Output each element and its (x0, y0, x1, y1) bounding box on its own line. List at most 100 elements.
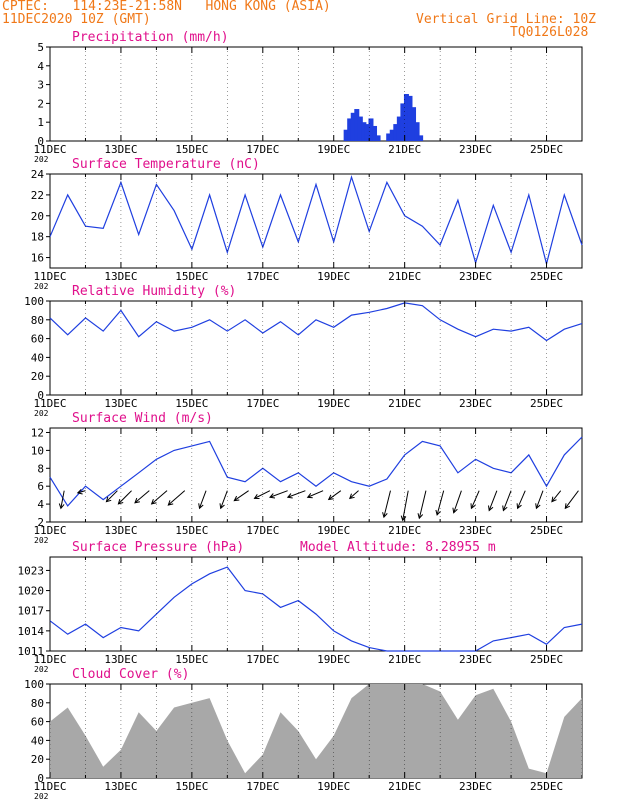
precip-bar (343, 129, 349, 141)
panel-title: Cloud Cover (%) (72, 667, 189, 682)
wind-arrow (564, 490, 579, 509)
wind-arrow-head (105, 496, 112, 503)
y-tick-label: 80 (31, 697, 44, 710)
precip-bar (347, 118, 353, 141)
y-tick-label: 80 (31, 314, 44, 327)
wind-arrow (234, 490, 249, 501)
x-tick-label: 21DEC (388, 524, 421, 537)
series-line (49, 566, 583, 652)
x-tick-label: 19DEC (317, 143, 350, 156)
wind-arrow-head (76, 489, 83, 495)
y-tick-label: 100 (24, 678, 44, 691)
panel-title: Relative Humidity (%) (72, 284, 236, 299)
wind-arrow (198, 490, 207, 509)
series-line (49, 175, 583, 265)
y-tick-label: 16 (31, 252, 44, 265)
x-tick-label: 21DEC (388, 270, 421, 283)
x-tick-label: 11DEC (33, 143, 66, 156)
y-tick-label: 22 (31, 189, 44, 202)
wind-arrow-head (306, 492, 313, 499)
x-tick-label: 21DEC (388, 397, 421, 410)
wind-arrow-head (198, 503, 204, 510)
precip-bar (389, 129, 395, 141)
wind-arrow-head (269, 493, 276, 499)
x-tick-label: 17DEC (246, 780, 279, 793)
x-year-label: 202 (34, 792, 49, 800)
precip-bar (372, 125, 378, 141)
panel-2 (46, 173, 583, 269)
panel-1 (46, 46, 583, 142)
x-tick-label: 25DEC (530, 653, 563, 666)
panel-4 (46, 427, 583, 523)
x-tick-label: 17DEC (246, 143, 279, 156)
wind-arrow (106, 490, 118, 503)
precip-bar (393, 124, 399, 141)
precip-bar (354, 109, 360, 141)
plot-frame (49, 300, 583, 396)
x-tick-label: 11DEC (33, 524, 66, 537)
plot-frame (49, 173, 583, 269)
wind-arrow-head (58, 503, 65, 510)
y-tick-label: 2 (37, 516, 44, 529)
y-tick-label: 3 (37, 79, 44, 92)
x-tick-label: 23DEC (459, 270, 492, 283)
x-tick-label: 11DEC (33, 397, 66, 410)
x-year-label: 202 (34, 665, 49, 674)
y-tick-label: 20 (31, 210, 44, 223)
x-tick-label: 19DEC (317, 270, 350, 283)
x-tick-label: 11DEC (33, 270, 66, 283)
wind-arrow-head (551, 496, 557, 503)
wind-arrow-head (564, 503, 571, 510)
x-tick-label: 19DEC (317, 397, 350, 410)
wind-arrow (402, 490, 409, 521)
x-tick-label: 25DEC (530, 524, 563, 537)
wind-arrow-head (417, 513, 424, 520)
panel-title: Precipitation (mm/h) (72, 30, 229, 45)
wind-arrow (349, 490, 359, 499)
x-tick-label: 19DEC (317, 653, 350, 666)
panel-6 (46, 683, 583, 779)
x-tick-label: 23DEC (459, 397, 492, 410)
plot-frame (49, 556, 583, 652)
wind-arrow-head (253, 494, 260, 499)
y-tick-label: 40 (31, 734, 44, 747)
x-year-label: 202 (34, 282, 49, 291)
wind-arrow (167, 490, 186, 506)
x-tick-label: 19DEC (317, 780, 350, 793)
x-tick-label: 15DEC (175, 524, 208, 537)
y-tick-label: 20 (31, 753, 44, 766)
x-tick-label: 25DEC (530, 270, 563, 283)
x-tick-label: 17DEC (246, 653, 279, 666)
wind-arrow (151, 490, 168, 505)
wind-arrow (307, 490, 324, 498)
header-code: TQ0126L028 (510, 25, 589, 40)
wind-arrow (77, 490, 86, 494)
x-tick-label: 21DEC (388, 143, 421, 156)
plot-frame (49, 46, 583, 142)
x-tick-label: 25DEC (530, 397, 563, 410)
y-tick-label: 8 (37, 462, 44, 475)
y-tick-label: 60 (31, 716, 44, 729)
precip-bar (414, 122, 420, 141)
y-tick-label: 0 (37, 389, 44, 402)
x-tick-label: 23DEC (459, 524, 492, 537)
wind-arrow (551, 490, 562, 502)
wind-arrow (254, 490, 271, 499)
plot-frame (49, 427, 583, 523)
x-tick-label: 19DEC (317, 524, 350, 537)
panel-3 (46, 300, 583, 396)
wind-arrow (287, 490, 306, 498)
y-tick-label: 0 (37, 772, 44, 785)
x-tick-label: 13DEC (104, 653, 137, 666)
wind-arrow-head (134, 497, 140, 504)
x-tick-label: 25DEC (530, 780, 563, 793)
y-tick-label: 1023 (18, 564, 45, 577)
y-tick-label: 1011 (18, 645, 45, 658)
wind-arrow-head (470, 503, 476, 510)
y-tick-label: 4 (37, 498, 44, 511)
x-tick-label: 11DEC (33, 653, 66, 666)
precip-bar (407, 95, 413, 141)
wind-arrow (418, 490, 427, 519)
x-tick-label: 15DEC (175, 397, 208, 410)
